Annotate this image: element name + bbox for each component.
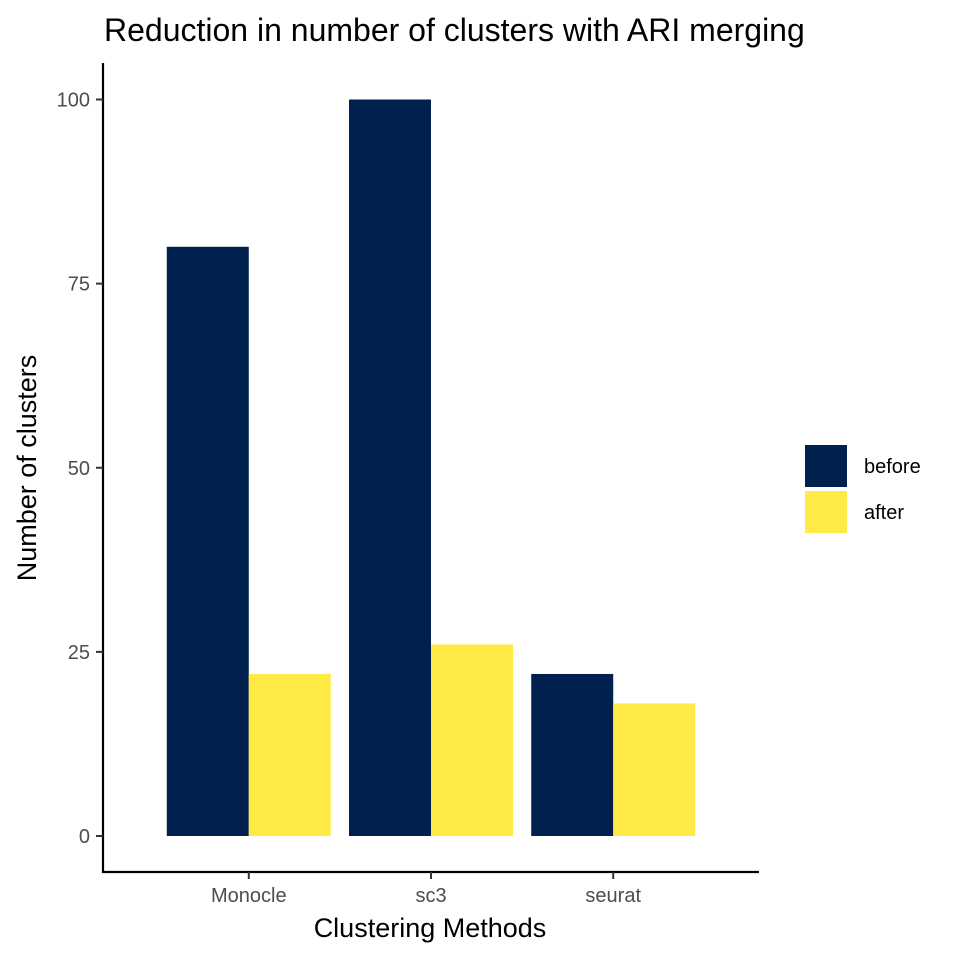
y-tick-label: 0 <box>79 826 90 848</box>
bar-monocle-after <box>248 673 331 836</box>
legend-label-before: before <box>864 456 921 478</box>
x-tick-label: seurat <box>585 885 641 907</box>
x-axis-title: Clustering Methods <box>314 913 547 943</box>
bar-seurat-after <box>613 703 696 836</box>
y-tick-label: 100 <box>57 90 90 112</box>
y-axis-title: Number of clusters <box>12 355 42 582</box>
legend-swatch-before <box>805 445 847 487</box>
bar-monocle-before <box>166 246 249 837</box>
legend-label-after: after <box>864 502 904 524</box>
x-tick-label: Monocle <box>211 885 287 907</box>
bars-layer <box>166 99 696 837</box>
chart-title: Reduction in number of clusters with ARI… <box>104 12 805 48</box>
x-axis-ticks: Monocle sc3 seurat <box>211 872 641 907</box>
y-tick-label: 50 <box>68 458 90 480</box>
legend: before after <box>805 445 921 533</box>
y-axis-ticks: 0 25 50 75 100 <box>57 90 103 848</box>
y-tick-label: 25 <box>68 642 90 664</box>
bar-seurat-before <box>531 673 614 836</box>
legend-swatch-after <box>805 491 847 533</box>
bar-sc3-before <box>349 99 431 836</box>
bar-sc3-after <box>431 644 513 836</box>
x-tick-label: sc3 <box>415 885 446 907</box>
y-tick-label: 75 <box>68 274 90 296</box>
